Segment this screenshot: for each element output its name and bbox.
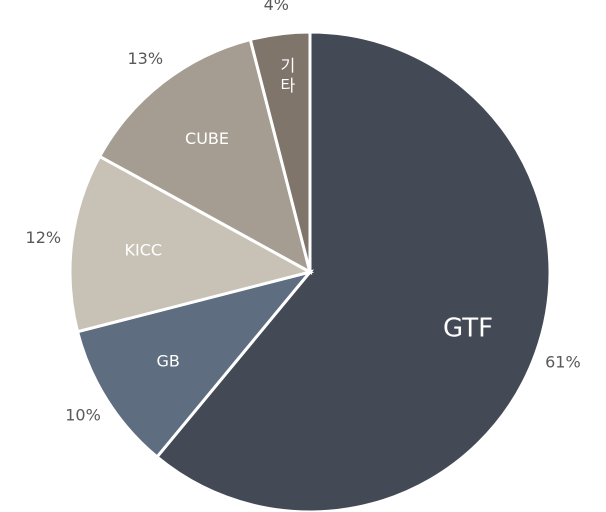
slice-label: KICC <box>125 240 163 259</box>
pie-slice <box>154 30 552 512</box>
percent-label: 4% <box>264 0 289 14</box>
percent-label: 13% <box>127 49 163 68</box>
pie-slice <box>97 37 313 275</box>
percent-label: 12% <box>26 228 62 247</box>
slice-label: GTF <box>443 313 493 343</box>
slice-label: CUBE <box>185 129 229 148</box>
slice-label: 기타 <box>277 57 296 97</box>
percent-label: 61% <box>545 353 581 372</box>
percent-label: 10% <box>65 406 101 425</box>
slice-label: GB <box>156 352 179 371</box>
pie-slice <box>248 30 312 273</box>
pie-slice <box>68 154 315 334</box>
